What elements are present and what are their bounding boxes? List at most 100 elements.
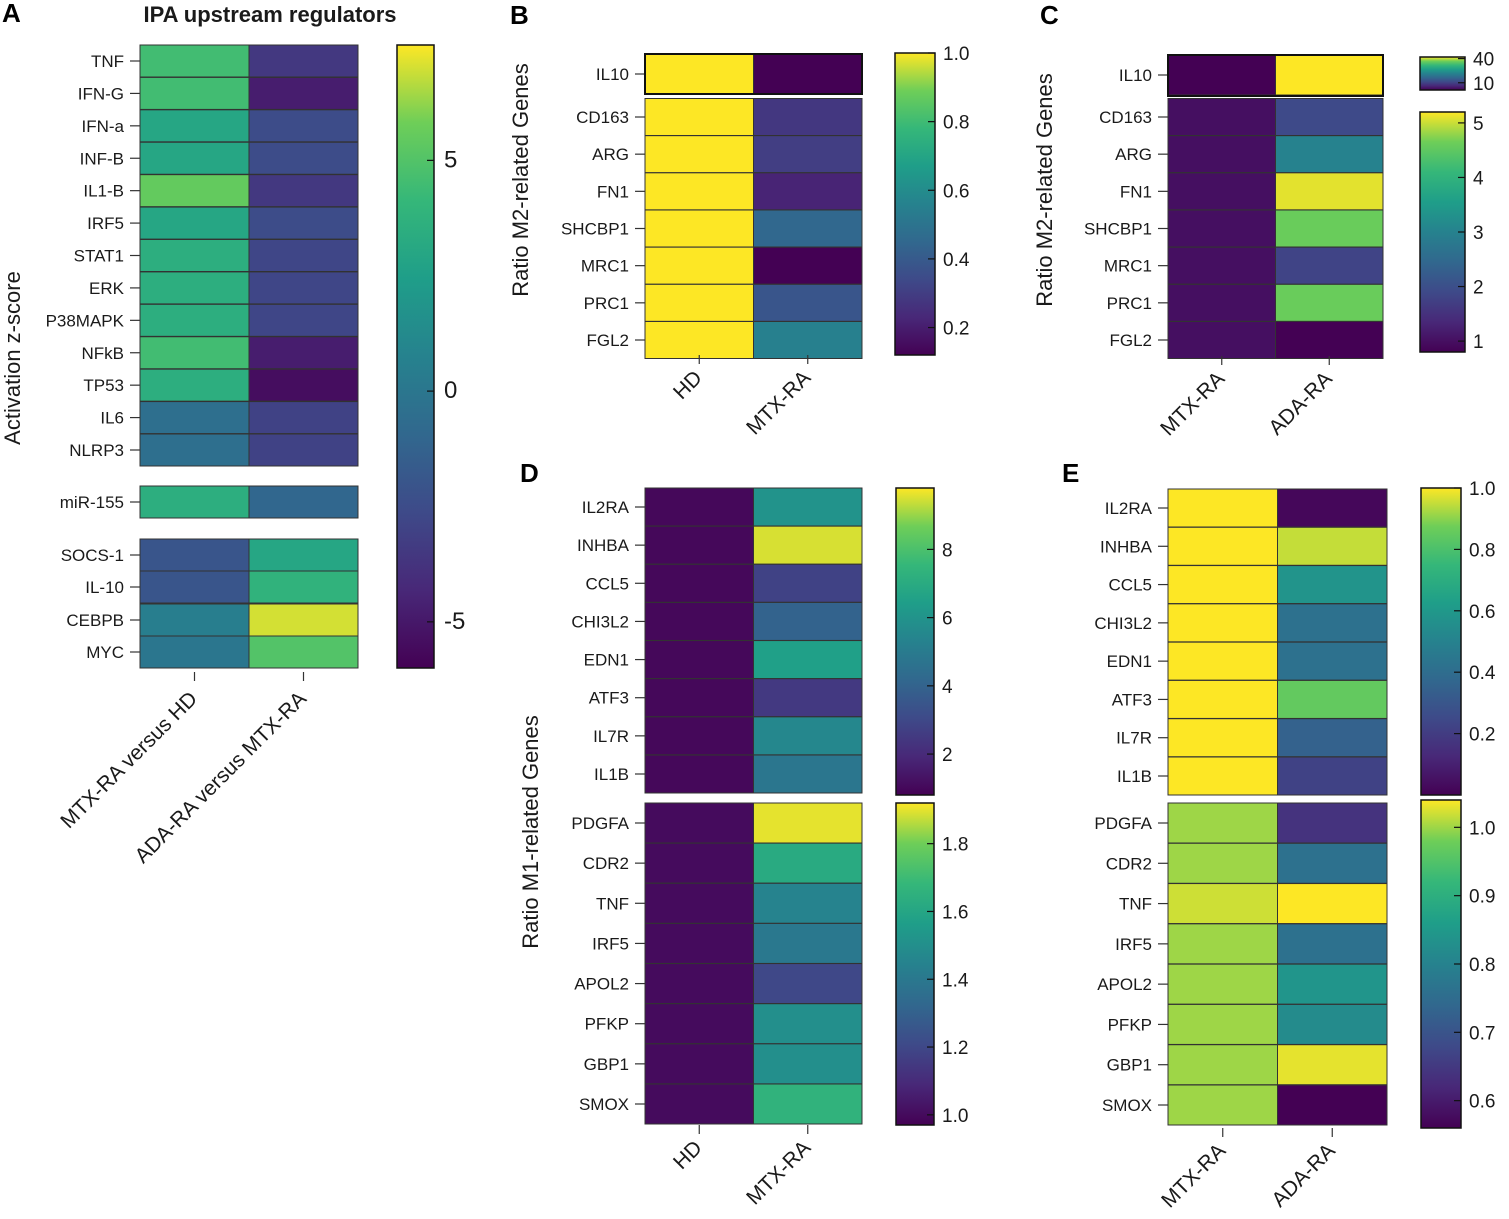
panel-c-label: C (1040, 0, 1059, 30)
row-label-e: IL7R (1116, 729, 1152, 748)
row-label-e: IL2RA (1105, 499, 1153, 518)
heatmap-cell-d-il1b-1 (644, 754, 754, 794)
colorbar-tick-label: 0.7 (1469, 1023, 1495, 1044)
colorbar-d-bottom (895, 802, 935, 1126)
heatmap-cell-c-arg-1 (1167, 135, 1276, 174)
heatmap-cell-b-fn1-1 (644, 172, 754, 211)
heatmap-cell-a-p38mapk-2 (248, 303, 359, 337)
row-label-e: SMOX (1102, 1096, 1152, 1115)
row-label-b: FN1 (597, 182, 629, 201)
row-label-a: ERK (89, 279, 125, 298)
row-label-d: ATF3 (589, 689, 629, 708)
row-label-a: CEBPB (66, 611, 124, 630)
heatmap-cell-c-shcbp1-2 (1275, 209, 1384, 248)
heatmap-cell-c-fn1-1 (1167, 172, 1276, 211)
heatmap-cell-a-p38mapk-1 (139, 303, 250, 337)
colorbar-tick-label: 6 (942, 609, 953, 630)
colorbar-tick-label: 5 (444, 146, 457, 173)
colorbar-tick-label: 1.0 (942, 1106, 968, 1127)
heatmap-cell-e-apol2-2 (1277, 963, 1388, 1005)
colorbar-tick-label: 1.2 (942, 1038, 968, 1059)
row-label-d: CCL5 (586, 574, 629, 593)
heatmap-cell-a-il1-b-1 (139, 174, 250, 208)
heatmap-cell-d-gbp1-1 (644, 1043, 754, 1085)
row-label-d: PDGFA (571, 814, 629, 833)
colorbar-tick-label: 1.8 (942, 835, 968, 856)
colorbar-tick-label: 0.6 (1469, 1092, 1495, 1113)
heatmap-cell-d-chi3l2-2 (753, 601, 863, 641)
heatmap-cell-c-shcbp1-1 (1167, 209, 1276, 248)
heatmap-cell-d-atf3-2 (753, 678, 863, 718)
heatmap-cell-d-cdr2-1 (644, 842, 754, 884)
row-label-e: IL1B (1117, 767, 1152, 786)
heatmap-cell-b-fgl2-2 (753, 321, 863, 359)
heatmap-cell-a-nlrp3-1 (139, 433, 250, 467)
heatmap-cell-e-smox-2 (1277, 1084, 1388, 1126)
colorbar-tick-label: 2 (942, 745, 953, 766)
heatmap-cell-c-prc1-1 (1167, 283, 1276, 322)
row-label-d: CDR2 (583, 854, 629, 873)
row-label-b: SHCBP1 (561, 220, 629, 239)
colorbar-tick-label: 0.8 (1469, 540, 1495, 561)
heatmap-cell-e-apol2-1 (1167, 963, 1278, 1005)
heatmap-cell-a-il6-2 (248, 401, 359, 435)
heatmap-cell-a-tnf-2 (248, 44, 359, 78)
heatmap-cell-a-tp53-2 (248, 368, 359, 402)
colorbar-tick-label: 5 (1473, 114, 1484, 135)
heatmap-cell-a-socs-1-1 (139, 538, 250, 572)
heatmap-cell-a-ifn-a-1 (139, 109, 250, 143)
column-label-1: MTX-RA (1156, 367, 1229, 440)
heatmap-cell-a-irf5-1 (139, 206, 250, 240)
heatmap-cell-e-inhba-2 (1277, 526, 1388, 566)
heatmap-cell-e-gbp1-2 (1277, 1044, 1388, 1086)
row-label-d: CHI3L2 (571, 612, 629, 631)
colorbar-tick-label: 0.6 (943, 181, 969, 202)
colorbar-tick-label: 0 (444, 377, 457, 404)
row-label-b: MRC1 (581, 257, 629, 276)
colorbar-tick-label: 0.4 (943, 250, 970, 271)
heatmap-cell-d-il2ra-1 (644, 487, 754, 527)
row-label-d: EDN1 (584, 651, 629, 670)
heatmap-cell-d-ccl5-1 (644, 563, 754, 603)
colorbar-e-top (1420, 487, 1462, 796)
heatmap-cell-c-fn1-2 (1275, 172, 1384, 211)
heatmap-cell-d-irf5-2 (753, 922, 863, 964)
colorbar-tick-label: 1.6 (942, 902, 968, 923)
colorbar-tick-label: 1.4 (942, 970, 969, 991)
heatmap-cell-a-stat1-1 (139, 239, 250, 272)
heatmap-block-frame (644, 53, 863, 95)
row-label-c: FGL2 (1109, 331, 1152, 350)
row-label-a: TNF (91, 52, 124, 71)
colorbar-tick-label: 3 (1473, 223, 1484, 244)
row-label-a: IL6 (100, 409, 124, 428)
heatmap-cell-d-apol2-1 (644, 963, 754, 1005)
heatmap-block-frame (1167, 54, 1384, 97)
row-label-a: TP53 (83, 376, 124, 395)
row-label-a: IRF5 (87, 214, 124, 233)
heatmap-cell-a-ifn-g-1 (139, 76, 250, 110)
heatmap-cell-e-il2ra-2 (1277, 488, 1388, 528)
heatmap-cell-a-mir-155-1 (139, 485, 250, 519)
heatmap-cell-e-atf3-2 (1277, 679, 1388, 719)
colorbar-tick-label: 0.8 (1469, 955, 1495, 976)
row-label-b: PRC1 (584, 294, 629, 313)
heatmap-cell-b-shcbp1-2 (753, 209, 863, 248)
row-label-e: ATF3 (1112, 690, 1152, 709)
colorbar-tick-label: 0.6 (1469, 602, 1495, 623)
row-label-a: miR-155 (60, 493, 124, 512)
colorbar-tick-label: 1.0 (943, 44, 969, 65)
column-label-1: MTX-RA (1157, 1139, 1230, 1212)
heatmap-cell-c-cd163-2 (1275, 98, 1384, 136)
heatmap-cell-d-pdgfa-1 (644, 802, 754, 844)
row-label-a: NLRP3 (69, 441, 124, 460)
row-label-a: IL1-B (83, 182, 124, 201)
heatmap-cell-d-smox-2 (753, 1083, 863, 1125)
row-label-a: MYC (86, 643, 124, 662)
panel-c-ylabel: Ratio M2-related Genes (1032, 73, 1057, 307)
panel-e-label: E (1062, 458, 1079, 488)
colorbar-tick-label: -5 (444, 608, 465, 635)
column-label-2: MTX-RA (742, 1136, 815, 1209)
heatmap-cell-e-il7r-2 (1277, 718, 1388, 758)
heatmap-cell-e-gbp1-1 (1167, 1044, 1278, 1086)
